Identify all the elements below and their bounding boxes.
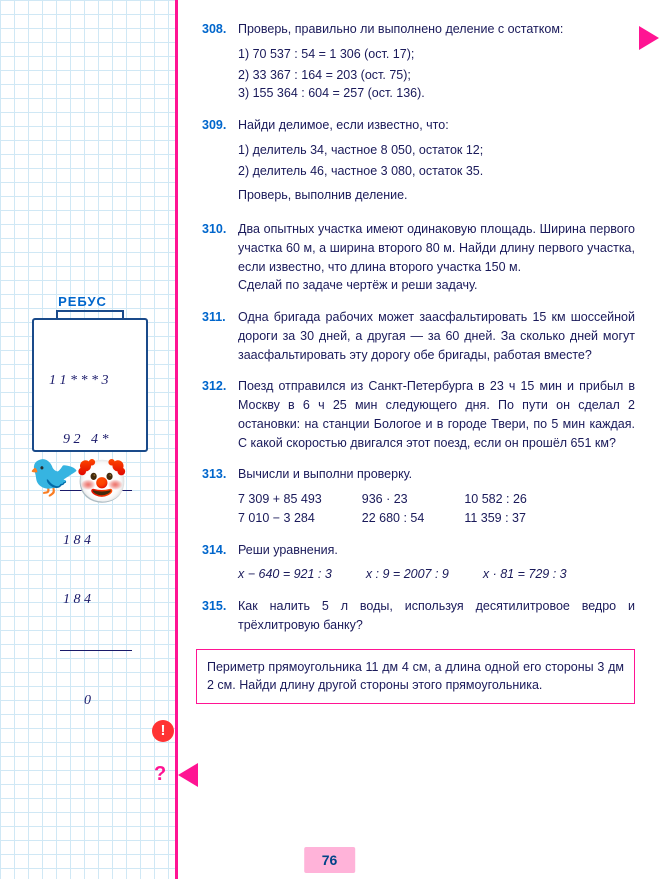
question-icon: ? xyxy=(154,763,174,783)
problem-body: Вычисли и выполни проверку. xyxy=(238,467,412,481)
warning-icon: ! xyxy=(152,720,174,742)
calc-cell: 7 010 − 3 284 xyxy=(238,509,322,528)
problem-315: 315. Как налить 5 л воды, используя деся… xyxy=(202,597,635,635)
problem-number: 311. xyxy=(202,308,238,364)
rebus-line: 1 8 4 xyxy=(42,531,138,551)
equation: x : 9 = 2007 : 9 xyxy=(366,565,449,584)
arrow-right-icon xyxy=(639,26,659,50)
problem-313: 313. Вычисли и выполни проверку. 7 309 +… xyxy=(202,465,635,527)
problem-text: Поезд отправился из Санкт-Петербурга в 2… xyxy=(238,377,635,452)
calc-cell: 22 680 : 54 xyxy=(362,509,425,528)
rebus-board: 1 1 * * * 3 9 2 4 * 1 8 4 1 8 4 0 xyxy=(32,318,148,452)
problem-item: 1) 70 537 : 54 = 1 306 (ост. 17); xyxy=(238,45,635,64)
problem-item: 1) делитель 34, частное 8 050, остаток 1… xyxy=(238,141,635,160)
rebus-line: 0 xyxy=(42,691,138,711)
equation: x − 640 = 921 : 3 xyxy=(238,565,332,584)
problem-311: 311. Одна бригада рабочих может заасфаль… xyxy=(202,308,635,364)
problem-text: Найди делимое, если известно, что: 1) де… xyxy=(238,116,635,207)
problem-number: 308. xyxy=(202,20,238,103)
main-content: 308. Проверь, правильно ли выполнено дел… xyxy=(176,0,659,879)
problem-body: Проверь, правильно ли выполнено деление … xyxy=(238,22,563,36)
problem-text: Реши уравнения. x − 640 = 921 : 3 x : 9 … xyxy=(238,541,635,585)
problem-310: 310. Два опытных участка имеют одинакову… xyxy=(202,220,635,295)
problem-text: Проверь, правильно ли выполнено деление … xyxy=(238,20,635,103)
problem-footer: Сделай по задаче чертёж и реши задачу. xyxy=(238,276,635,295)
bird-icon: 🐦 xyxy=(28,452,80,501)
problem-item: 2) делитель 46, частное 3 080, остаток 3… xyxy=(238,162,635,181)
calc-cell: 936 · 23 xyxy=(362,490,425,509)
page: РЕБУС 1 1 * * * 3 9 2 4 * 1 8 4 1 8 4 0 … xyxy=(0,0,659,879)
rebus-line: 1 8 4 xyxy=(42,590,138,610)
problem-312: 312. Поезд отправился из Санкт-Петербург… xyxy=(202,377,635,452)
problem-text: Вычисли и выполни проверку. 7 309 + 85 4… xyxy=(238,465,635,527)
problem-number: 314. xyxy=(202,541,238,585)
problem-number: 310. xyxy=(202,220,238,295)
problem-item: 2) 33 367 : 164 = 203 (ост. 75); xyxy=(238,66,635,85)
problem-body: Реши уравнения. xyxy=(238,543,338,557)
rebus-line: 9 2 4 * xyxy=(42,430,138,450)
rebus-title: РЕБУС xyxy=(0,294,165,309)
calc-cell: 11 359 : 37 xyxy=(464,509,527,528)
problem-number: 313. xyxy=(202,465,238,527)
sidebar-grid: РЕБУС 1 1 * * * 3 9 2 4 * 1 8 4 1 8 4 0 … xyxy=(0,0,176,879)
problem-body: Два опытных участка имеют одинаковую пло… xyxy=(238,222,635,274)
rebus-content: 1 1 * * * 3 9 2 4 * 1 8 4 1 8 4 0 xyxy=(34,320,146,753)
calc-cell: 7 309 + 85 493 xyxy=(238,490,322,509)
problem-item: 3) 155 364 : 604 = 257 (ост. 136). xyxy=(238,84,635,103)
problem-number: 309. xyxy=(202,116,238,207)
bottom-question-box: Периметр прямоугольника 11 дм 4 см, а дл… xyxy=(196,649,635,705)
problem-text: Как налить 5 л воды, используя десятилит… xyxy=(238,597,635,635)
problem-309: 309. Найди делимое, если известно, что: … xyxy=(202,116,635,207)
problem-314: 314. Реши уравнения. x − 640 = 921 : 3 x… xyxy=(202,541,635,585)
problem-text: Одна бригада рабочих может заасфальтиров… xyxy=(238,308,635,364)
problem-footer: Проверь, выполнив деление. xyxy=(238,186,635,205)
page-number: 76 xyxy=(304,847,356,873)
problem-body: Найди делимое, если известно, что: xyxy=(238,118,449,132)
calc-row: 7 309 + 85 493 7 010 − 3 284 936 · 23 22… xyxy=(238,490,635,528)
jester-icon: 🤡 xyxy=(76,458,128,507)
problem-308: 308. Проверь, правильно ли выполнено дел… xyxy=(202,20,635,103)
equation-row: x − 640 = 921 : 3 x : 9 = 2007 : 9 x · 8… xyxy=(238,565,635,584)
rebus-line: 1 1 * * * 3 xyxy=(42,371,138,391)
problem-text: Два опытных участка имеют одинаковую пло… xyxy=(238,220,635,295)
problem-number: 312. xyxy=(202,377,238,452)
calc-cell: 10 582 : 26 xyxy=(464,490,527,509)
equation: x · 81 = 729 : 3 xyxy=(483,565,567,584)
problem-number: 315. xyxy=(202,597,238,635)
vertical-divider xyxy=(175,0,178,879)
arrow-left-icon xyxy=(178,763,198,787)
